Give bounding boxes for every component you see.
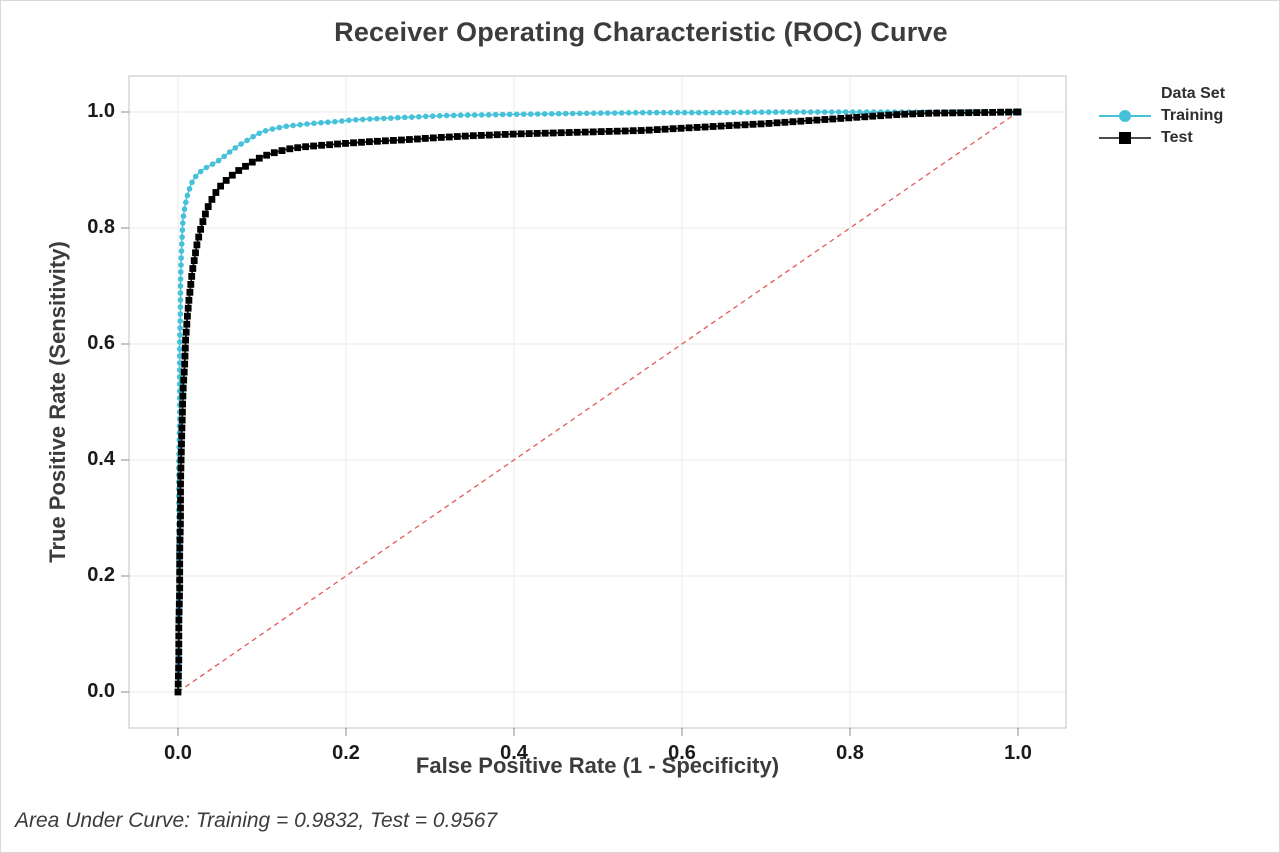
x-tick-label: 0.6 — [668, 742, 696, 764]
legend-label-training: Training — [1161, 107, 1224, 124]
y-tick-label: 0.0 — [87, 680, 115, 702]
x-tick-label: 0.2 — [332, 742, 360, 764]
legend-title: Data Set — [1161, 85, 1226, 102]
x-tick-label: 0.8 — [836, 742, 864, 764]
auc-footnote: Area Under Curve: Training = 0.9832, Tes… — [15, 809, 498, 832]
y-tick-label: 0.2 — [87, 564, 115, 586]
x-axis-title: False Positive Rate (1 - Specificity) — [415, 753, 780, 778]
chart-title: Receiver Operating Characteristic (ROC) … — [334, 17, 948, 47]
x-tick-label: 1.0 — [1004, 742, 1032, 764]
training-line-swatch — [1099, 110, 1151, 122]
y-tick-label: 1.0 — [87, 100, 115, 122]
y-axis-title: True Positive Rate (Sensitivity) — [45, 241, 70, 563]
legend-item-training: Training — [1099, 105, 1225, 127]
legend: Data Set Training Test — [1099, 85, 1225, 149]
x-tick-label: 0.4 — [500, 742, 528, 764]
legend-item-test: Test — [1099, 127, 1225, 149]
training-circle-marker-icon — [1119, 110, 1131, 122]
y-tick-label: 0.8 — [87, 216, 115, 238]
y-tick-label: 0.6 — [87, 332, 115, 354]
x-tick-label: 0.0 — [164, 742, 192, 764]
test-line-swatch — [1099, 132, 1151, 144]
y-tick-label: 0.4 — [87, 448, 115, 470]
test-square-marker-icon — [1119, 132, 1131, 144]
legend-label-test: Test — [1161, 129, 1193, 146]
